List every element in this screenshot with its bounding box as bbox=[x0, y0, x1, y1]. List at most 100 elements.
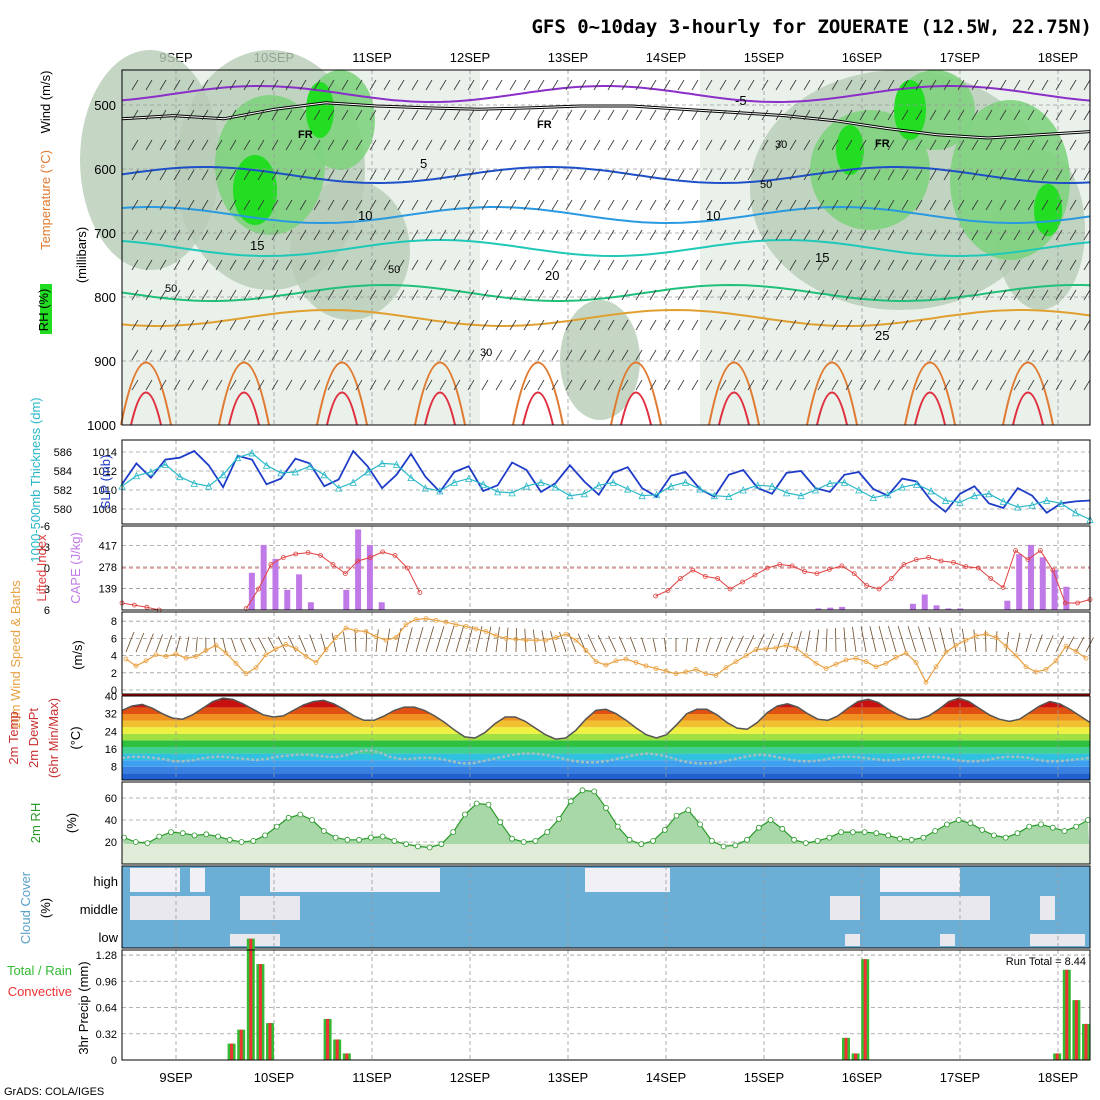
wind-barb bbox=[663, 139, 671, 151]
rh2m-marker bbox=[1073, 823, 1080, 830]
wind-barb bbox=[467, 259, 475, 271]
precip-bar-convective bbox=[258, 964, 262, 1060]
precip-bar-convective bbox=[335, 1039, 339, 1060]
wind-barb bbox=[733, 79, 741, 91]
wind-barb bbox=[1083, 169, 1091, 181]
li-marker bbox=[342, 571, 348, 576]
wind-barb bbox=[537, 319, 545, 331]
wind-barb-10m bbox=[354, 631, 357, 653]
wind-barb bbox=[411, 259, 419, 271]
wind-barb bbox=[229, 349, 237, 361]
wind-barb bbox=[775, 139, 783, 151]
wind-barb bbox=[271, 379, 279, 391]
wind-barb bbox=[537, 379, 545, 391]
rh-bright-shade bbox=[233, 155, 277, 225]
freezing-level-label: FR bbox=[298, 129, 313, 141]
wind-speed-marker bbox=[1053, 658, 1059, 664]
precip-bar-convective bbox=[863, 959, 867, 1060]
dewpoint-label: 2m DewPt bbox=[26, 708, 41, 768]
thickness-marker bbox=[754, 481, 762, 489]
wind-barb bbox=[579, 379, 587, 391]
wind-barb bbox=[719, 79, 727, 91]
wind-barb bbox=[705, 169, 713, 181]
wind-speed-marker bbox=[543, 637, 549, 643]
rh-tick: 40 bbox=[105, 815, 117, 827]
wind-barb bbox=[145, 259, 153, 271]
wind-barb bbox=[845, 379, 853, 391]
cape-bar bbox=[248, 572, 255, 610]
rh2m-marker bbox=[297, 811, 304, 818]
li-tick: 6 bbox=[44, 605, 50, 617]
wind-speed-marker bbox=[873, 664, 879, 670]
wind-barb bbox=[691, 109, 699, 121]
rh2m-marker bbox=[462, 811, 468, 818]
wind-barb bbox=[1041, 79, 1049, 91]
wind-barb bbox=[789, 379, 797, 391]
wind-barb bbox=[845, 229, 853, 241]
temp-contour-surface-hot bbox=[326, 391, 358, 426]
wind-barb bbox=[621, 229, 629, 241]
wind-barb bbox=[565, 199, 573, 211]
wind-barb bbox=[495, 289, 503, 301]
wind-barb bbox=[593, 229, 601, 241]
thickness-tick: 580 bbox=[54, 504, 72, 516]
temp-contour-surface-hot bbox=[228, 391, 260, 426]
slp-label: SLP (mb) bbox=[98, 455, 113, 510]
temp-contour-label: 5 bbox=[420, 156, 427, 171]
wind-barb bbox=[327, 379, 335, 391]
wind-barb-10m bbox=[608, 635, 617, 653]
wind-speed-marker bbox=[273, 646, 279, 652]
wind-barb bbox=[481, 169, 489, 181]
wind-barb bbox=[201, 289, 209, 301]
wind-barb-10m bbox=[950, 628, 957, 653]
wind-speed-marker bbox=[343, 625, 349, 631]
wind-speed-marker bbox=[523, 637, 529, 643]
wind-barb bbox=[971, 289, 979, 301]
wind-barb bbox=[705, 139, 713, 151]
thickness-marker bbox=[421, 484, 430, 492]
wind-barb bbox=[243, 139, 251, 151]
wind-barb bbox=[439, 109, 447, 121]
cape-label: CAPE (J/kg) bbox=[68, 532, 83, 604]
thickness-marker bbox=[551, 483, 560, 491]
wind-barb bbox=[985, 229, 993, 241]
date-label-top: 14SEP bbox=[646, 50, 686, 65]
wind-barb bbox=[565, 319, 573, 331]
wind-barb-10m bbox=[455, 625, 464, 653]
wind-barb bbox=[901, 259, 909, 271]
wind-barb bbox=[187, 199, 195, 211]
cape-bar bbox=[355, 529, 362, 610]
wind-barb bbox=[481, 349, 489, 361]
thickness-marker bbox=[970, 491, 979, 500]
wind-barb bbox=[957, 79, 965, 91]
wind-barb bbox=[887, 169, 895, 181]
wind-barb bbox=[999, 139, 1007, 151]
li-marker bbox=[243, 606, 249, 611]
wind-speed-marker bbox=[633, 660, 639, 665]
rh-contour-label: 50 bbox=[760, 179, 772, 191]
cloud-high-gap bbox=[190, 868, 205, 892]
date-label-top: 18SEP bbox=[1038, 50, 1078, 65]
wind-barb bbox=[915, 349, 923, 361]
wind-tick: 4 bbox=[111, 651, 117, 663]
wind-barb bbox=[229, 139, 237, 151]
wind-barb bbox=[425, 289, 433, 301]
wind-barb bbox=[411, 79, 419, 91]
wind-barb bbox=[509, 139, 517, 151]
wind-speed-marker bbox=[223, 650, 229, 656]
wind-barb bbox=[173, 229, 181, 241]
wind-speed-marker bbox=[253, 665, 259, 671]
rh2m-marker bbox=[779, 825, 786, 832]
thickness-marker bbox=[696, 485, 704, 493]
wind-speed-marker bbox=[283, 642, 289, 647]
wind-speed-marker bbox=[263, 652, 269, 658]
rh2m-marker bbox=[1061, 828, 1068, 834]
wind-speed-marker bbox=[313, 660, 319, 665]
wind-barb-10m bbox=[125, 631, 135, 653]
temp-band bbox=[122, 733, 1090, 741]
temp-contour bbox=[121, 238, 1091, 258]
wind-speed-marker bbox=[593, 659, 599, 665]
thickness-marker bbox=[349, 478, 357, 486]
wind-barb bbox=[663, 229, 671, 241]
wind-barb bbox=[677, 199, 685, 211]
